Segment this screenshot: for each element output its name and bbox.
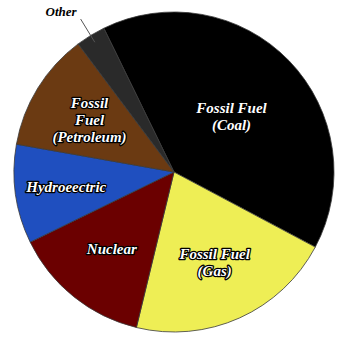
slice-label-line: (Coal) (212, 117, 251, 134)
slice-label: Fossil Fuel(Gas) (178, 246, 250, 280)
pie: Fossil Fuel(Coal)Fossil Fuel(Gas)Nuclear… (14, 4, 334, 332)
slice-label-line: (Petroleum) (52, 129, 126, 146)
chart: Fossil Fuel(Coal)Fossil Fuel(Gas)Nuclear… (0, 0, 347, 337)
labels: Fossil Fuel(Coal)Fossil Fuel(Gas)Nuclear… (25, 4, 267, 280)
slices (14, 12, 334, 332)
slice-label-line: (Gas) (198, 263, 232, 280)
slice-label-line: Nuclear (86, 241, 137, 257)
slice-label-line: Hydroeectric (25, 179, 106, 195)
slice-label: FossilFuel(Petroleum) (52, 95, 126, 146)
outer-label: Other (46, 4, 78, 19)
slice-label-line: Fuel (74, 112, 105, 128)
slice-label-line: Fossil (70, 95, 109, 111)
slice-label: Nuclear (86, 241, 137, 257)
leader-line (81, 19, 95, 42)
slice-label: Hydroeectric (25, 179, 106, 195)
slice-label: Fossil Fuel(Coal) (195, 100, 267, 134)
slice-label-line: Fossil Fuel (178, 246, 250, 262)
slice-label-line: Fossil Fuel (195, 100, 267, 116)
